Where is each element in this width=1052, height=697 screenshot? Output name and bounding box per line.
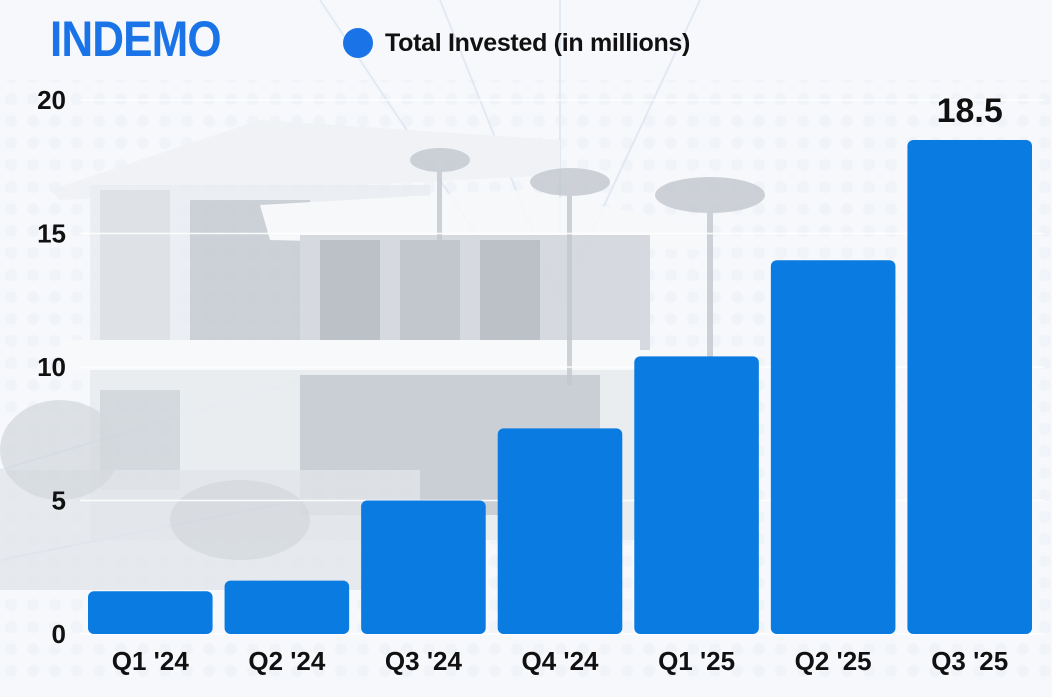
legend-swatch (343, 28, 373, 58)
bar (497, 428, 623, 634)
y-tick-label: 5 (52, 486, 66, 516)
bar (224, 580, 350, 634)
bar (907, 140, 1032, 635)
indemo-logo: INDEMO (50, 11, 222, 67)
x-tick-label: Q2 '24 (248, 646, 326, 676)
chart-legend: Total Invested (in millions) (343, 28, 690, 58)
x-tick-label: Q3 '24 (385, 646, 463, 676)
bar (634, 356, 759, 634)
bars (88, 140, 1032, 635)
bar (88, 591, 213, 634)
x-axis: Q1 '24 Q2 '24 Q3 '24 Q4 '24 Q1 '25 Q2 '25 Q3 '… (112, 646, 1008, 676)
data-label: 18.5 (937, 92, 1003, 130)
x-tick-label: Q2 '25 (795, 646, 872, 676)
y-tick-label: 10 (37, 352, 66, 382)
legend-label: Total Invested (in millions) (385, 28, 691, 57)
bar (770, 260, 896, 634)
x-tick-label: Q4 '24 (521, 646, 599, 676)
y-tick-label: 20 (37, 85, 66, 115)
bar (361, 500, 486, 634)
x-tick-label: Q1 '25 (658, 646, 735, 676)
y-tick-label: 15 (37, 219, 66, 249)
data-labels: 18.5 (937, 92, 1003, 130)
y-axis: 0 5 10 15 20 (37, 85, 66, 649)
x-tick-label: Q3 '25 (931, 646, 1008, 676)
y-tick-label: 0 (52, 619, 66, 649)
x-tick-label: Q1 '24 (112, 646, 190, 676)
